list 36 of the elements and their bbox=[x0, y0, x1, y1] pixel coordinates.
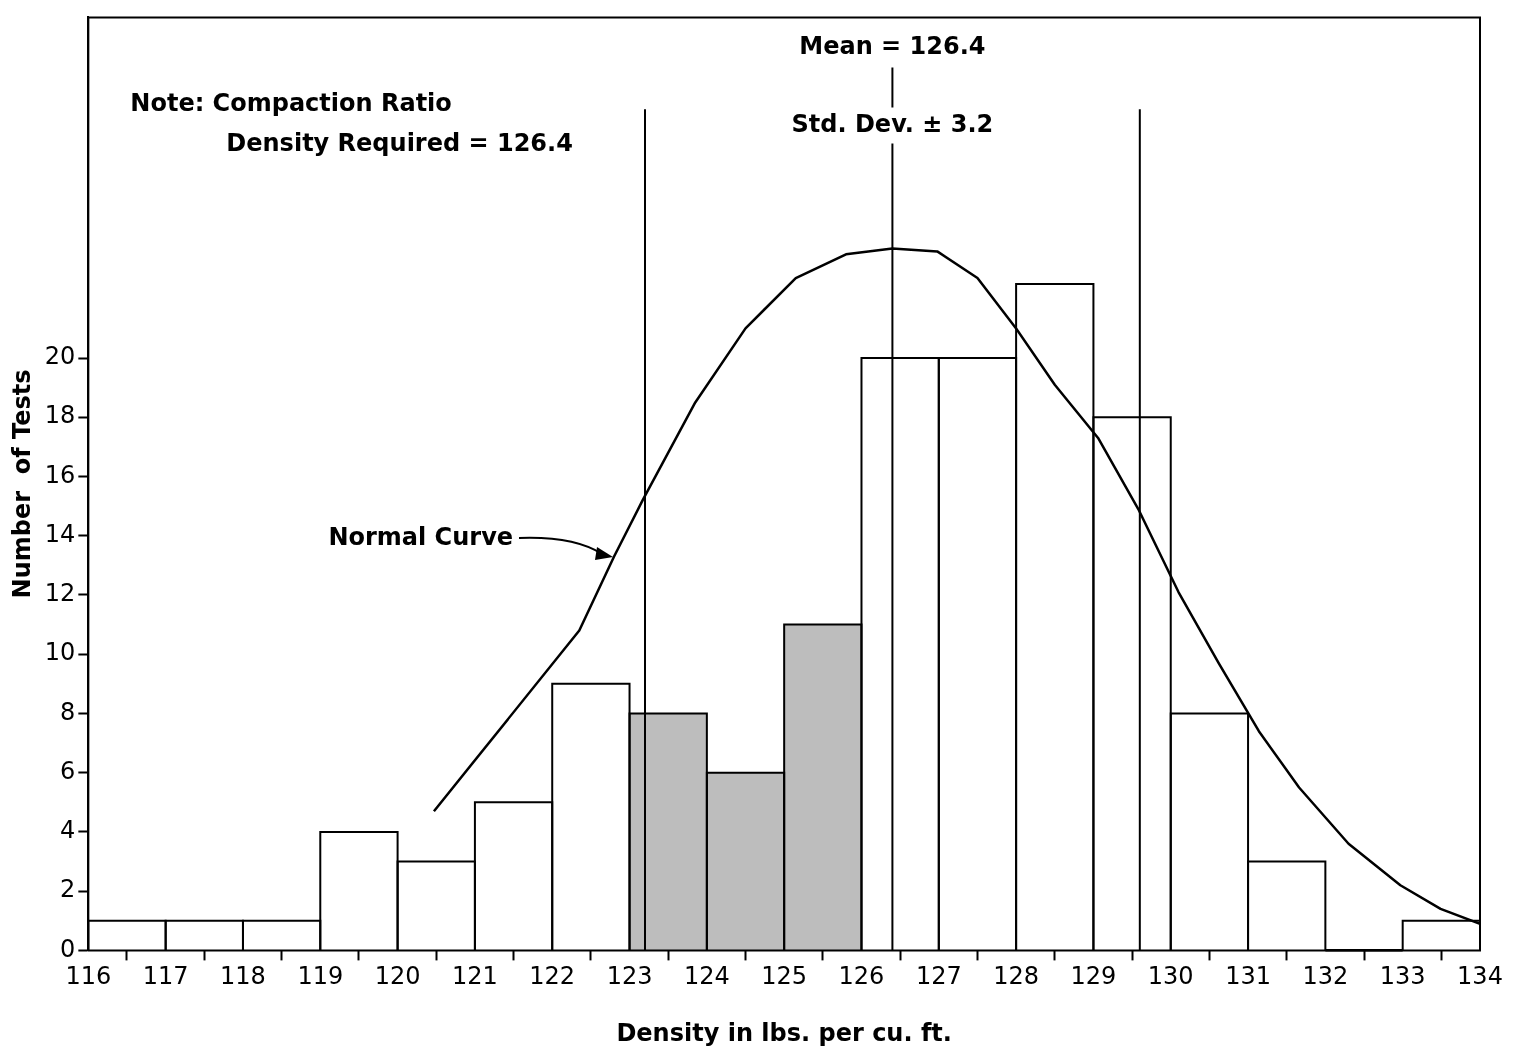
annotation: Std. Dev. ± 3.2 bbox=[791, 109, 994, 138]
y-tick-label: 12 bbox=[44, 579, 76, 608]
x-tick-label: 119 bbox=[297, 962, 344, 991]
x-tick-label: 122 bbox=[529, 962, 576, 991]
x-tick-label: 131 bbox=[1225, 962, 1271, 991]
x-tick-label: 132 bbox=[1302, 962, 1349, 991]
y-tick-label: 4 bbox=[60, 816, 76, 845]
x-tick-label: 120 bbox=[374, 962, 421, 991]
x-tick-label: 127 bbox=[915, 962, 962, 991]
y-tick-label: 6 bbox=[60, 756, 76, 785]
y-tick-label: 18 bbox=[44, 401, 76, 430]
x-tick-label: 128 bbox=[993, 962, 1040, 991]
x-tick-label: 125 bbox=[761, 962, 808, 991]
x-tick-label: 134 bbox=[1457, 962, 1503, 991]
y-tick-label: 8 bbox=[60, 697, 76, 726]
x-tick-label: 121 bbox=[452, 962, 498, 991]
x-tick-label: 118 bbox=[220, 962, 266, 991]
ref-line-label: Mean = 126.4 bbox=[799, 31, 986, 60]
x-tick-label: 124 bbox=[683, 962, 730, 991]
x-tick-label: 129 bbox=[1070, 962, 1117, 991]
y-tick-label: 16 bbox=[44, 460, 76, 489]
annotation: Note: Compaction Ratio Density Required = 126.4 bbox=[130, 88, 573, 157]
y-tick-label: 10 bbox=[44, 638, 76, 667]
x-tick-label: 130 bbox=[1147, 962, 1194, 991]
y-tick-label: 14 bbox=[44, 519, 76, 548]
y-tick-label: 2 bbox=[60, 875, 76, 904]
x-tick-label: 126 bbox=[838, 962, 885, 991]
annotation: Normal Curve bbox=[328, 522, 514, 551]
y-axis-title: Number of Tests bbox=[7, 369, 36, 599]
y-tick-label: 20 bbox=[44, 342, 76, 371]
x-tick-label: 133 bbox=[1379, 962, 1426, 991]
x-tick-label: 117 bbox=[142, 962, 189, 991]
x-tick-label: 116 bbox=[65, 962, 112, 991]
x-tick-label: 123 bbox=[606, 962, 653, 991]
x-axis-title: Density in lbs. per cu. ft. bbox=[616, 1018, 952, 1047]
y-tick-label: 0 bbox=[60, 934, 76, 963]
